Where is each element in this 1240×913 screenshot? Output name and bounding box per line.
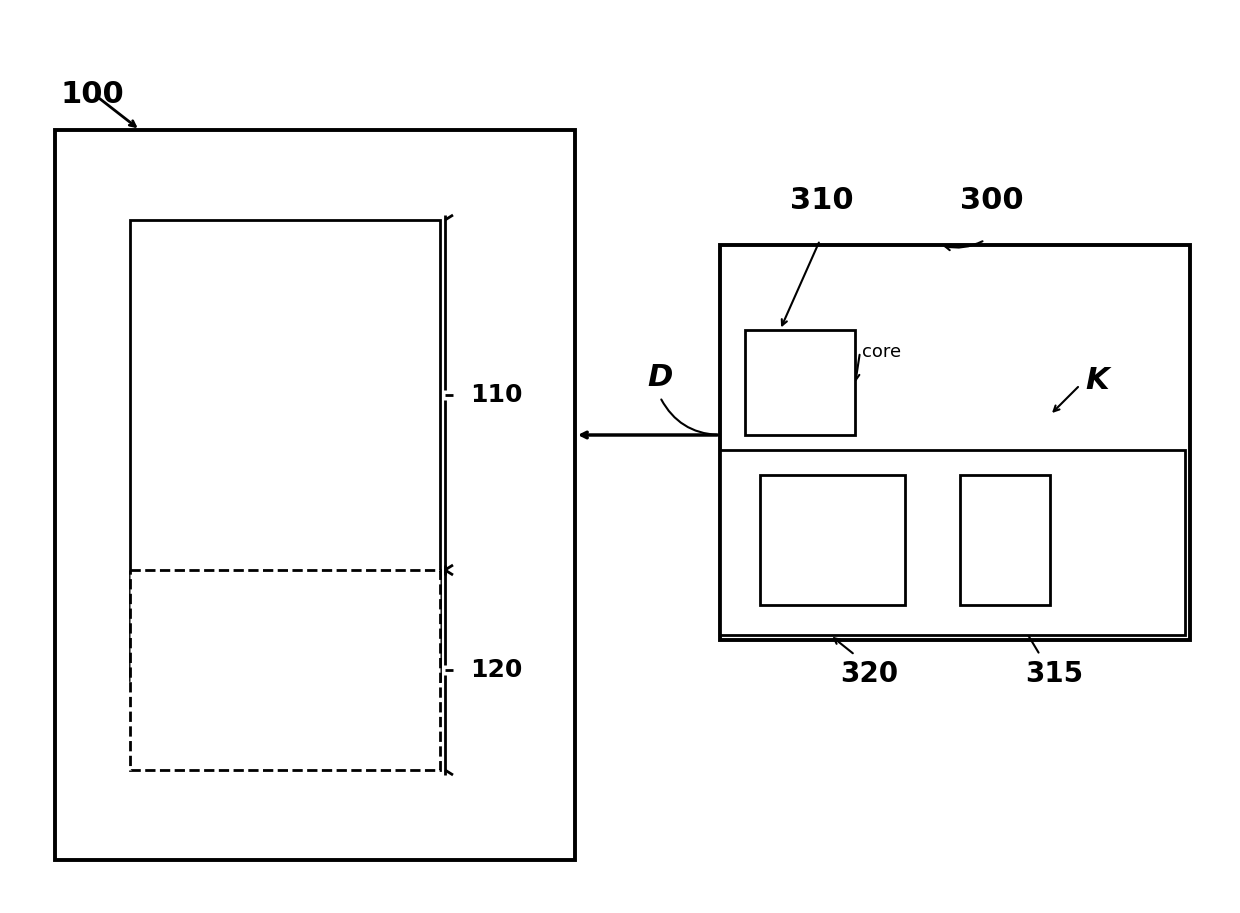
Bar	[760, 475, 905, 605]
Text: 300: 300	[960, 186, 1024, 215]
Text: K: K	[1085, 365, 1109, 394]
Bar	[960, 475, 1050, 605]
Bar	[720, 450, 1185, 635]
Text: 120: 120	[470, 658, 522, 682]
Text: memory: memory	[725, 452, 800, 470]
Text: 110: 110	[470, 383, 522, 407]
Bar	[745, 330, 856, 435]
Text: 100: 100	[60, 80, 124, 109]
Text: core: core	[862, 343, 901, 361]
Text: 315: 315	[1025, 660, 1083, 688]
Text: 320: 320	[839, 660, 898, 688]
Text: program: program	[765, 479, 842, 497]
Bar	[130, 220, 440, 680]
Bar	[130, 570, 440, 770]
Bar	[55, 130, 575, 860]
Text: 310: 310	[790, 186, 853, 215]
Bar	[720, 245, 1190, 640]
Text: D: D	[647, 363, 672, 392]
